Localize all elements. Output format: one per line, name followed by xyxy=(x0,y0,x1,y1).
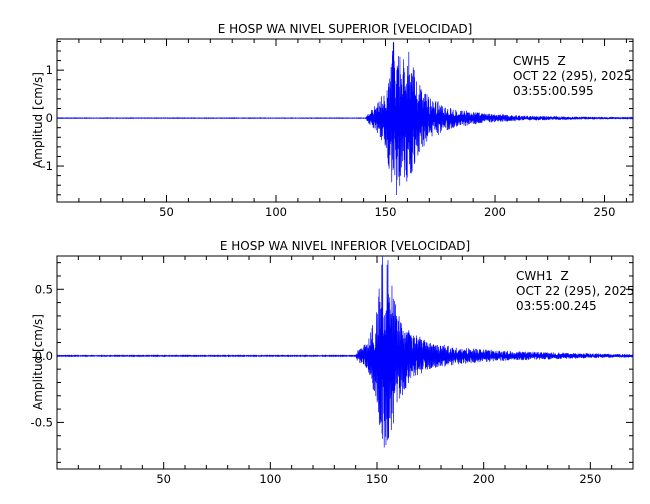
x-tick-label-upper: 250 xyxy=(594,205,616,219)
x-tick-label-upper: 100 xyxy=(265,205,287,219)
x-tick-label-lower: 150 xyxy=(366,472,388,486)
chart-title-upper: E HOSP WA NIVEL SUPERIOR [VELOCIDAD] xyxy=(218,22,473,36)
y-tick-label-lower: 0.0 xyxy=(35,349,53,363)
y-tick-label-lower: -0.5 xyxy=(31,415,53,429)
y-axis-label-upper: Amplitud [cm/s] xyxy=(31,72,45,168)
waveform-trace-lower xyxy=(56,255,634,448)
time-label-lower: 03:55:00.245 xyxy=(516,299,597,313)
x-tick-label-upper: 50 xyxy=(159,205,174,219)
x-tick-label-lower: 50 xyxy=(156,472,171,486)
x-tick-label-upper: 150 xyxy=(375,205,397,219)
date-label-upper: OCT 22 (295), 2025 xyxy=(513,69,632,83)
waveform-trace-upper xyxy=(56,42,634,196)
time-label-upper: 03:55:00.595 xyxy=(513,84,594,98)
y-tick-label-lower: 0.5 xyxy=(35,282,53,296)
station-label-lower: CWH1 Z xyxy=(516,269,569,283)
y-tick-label-upper: 0 xyxy=(46,111,53,125)
x-tick-label-lower: 200 xyxy=(473,472,495,486)
ticks-lower: 50 100 150 200 250 -0.5 0.0 0.5 xyxy=(31,256,633,486)
chart-title-lower: E HOSP WA NIVEL INFERIOR [VELOCIDAD] xyxy=(220,239,470,253)
panel-upper: E HOSP WA NIVEL SUPERIOR [VELOCIDAD] Amp… xyxy=(31,22,634,219)
x-tick-label-lower: 250 xyxy=(579,472,601,486)
plot-frame-upper xyxy=(56,38,634,203)
x-tick-label-lower: 100 xyxy=(259,472,281,486)
date-label-lower: OCT 22 (295), 2025 xyxy=(516,284,635,298)
y-axis-label-lower: Amplitud [cm/s] xyxy=(31,314,45,410)
panel-lower: E HOSP WA NIVEL INFERIOR [VELOCIDAD] Amp… xyxy=(31,239,635,486)
y-tick-label-upper: 1 xyxy=(46,63,53,77)
station-label-upper: CWH5 Z xyxy=(513,54,566,68)
ticks-upper: 50 100 150 200 250 -1 0 1 xyxy=(42,39,633,219)
y-tick-label-upper: -1 xyxy=(42,159,53,173)
x-tick-label-upper: 200 xyxy=(484,205,506,219)
plot-frame-lower xyxy=(56,255,634,470)
